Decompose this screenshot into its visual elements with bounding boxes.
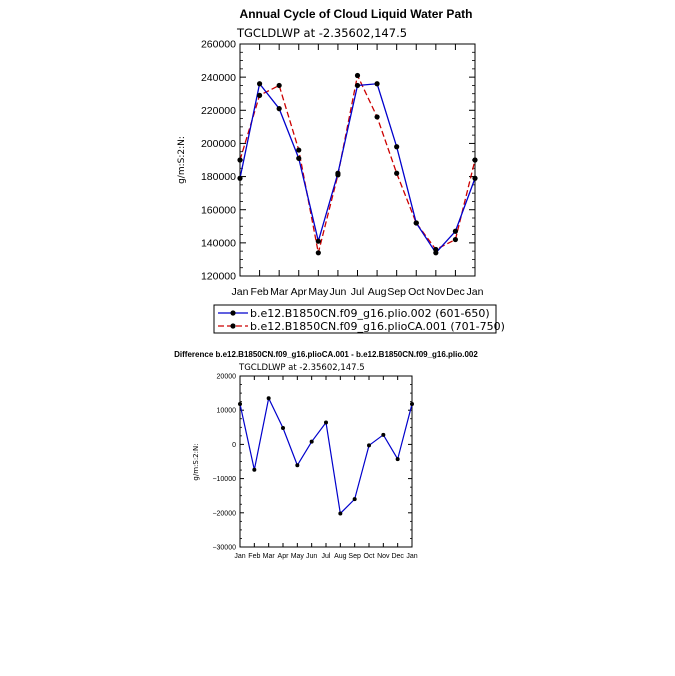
x-tick-label: Dec	[391, 553, 404, 560]
data-point	[354, 72, 361, 79]
data-point	[309, 439, 314, 444]
data-point	[394, 170, 400, 176]
x-tick-label: Jan	[234, 553, 245, 560]
x-tick-label: Sep	[387, 286, 406, 298]
data-point	[281, 425, 285, 430]
x-tick-label: Oct	[408, 286, 424, 298]
data-point	[324, 420, 328, 425]
chart2-title: Difference b.e12.B1850CN.f09_g16.plioCA.…	[174, 350, 478, 359]
data-point	[238, 402, 242, 407]
data-point	[296, 155, 302, 161]
x-tick-label: Jan	[467, 286, 484, 298]
x-tick-label: May	[291, 553, 305, 560]
data-point	[296, 147, 302, 153]
x-tick-label: Apr	[291, 286, 308, 298]
data-point	[252, 467, 257, 472]
data-point	[237, 157, 243, 163]
data-point	[295, 463, 300, 468]
chart2-plot-area: Jan Feb Mar Apr May Jun Jul Aug Sep Oct Nov Dec Jan−…	[212, 373, 417, 560]
y-tick-label: 0	[232, 442, 236, 449]
data-point	[374, 81, 380, 87]
chart2-subtitle: TGCLDLWP at -2.35602,147.5	[238, 363, 365, 373]
y-tick-label: 180000	[201, 171, 236, 183]
data-point	[367, 443, 371, 448]
legend-marker	[230, 323, 236, 329]
legend-label: b.e12.B1850CN.f09_g16.plioCA.001 (701-75…	[250, 320, 505, 333]
x-tick-label: Feb	[248, 553, 260, 560]
data-point	[237, 175, 243, 181]
data-point	[394, 144, 400, 150]
legend-label: b.e12.B1850CN.f09_g16.plio.002 (601-650)	[250, 307, 490, 320]
y-tick-label: 10000	[217, 408, 237, 415]
y-tick-label: −20000	[212, 510, 236, 517]
chart2-ylabel: g/m:S:2:N:	[192, 443, 200, 480]
chart1-subtitle: TGCLDLWP at -2.35602,147.5	[236, 26, 407, 40]
x-tick-label: Nov	[426, 286, 445, 298]
data-point	[433, 246, 439, 253]
plot-frame	[239, 375, 413, 548]
data-point	[395, 457, 400, 462]
series-line	[239, 396, 413, 515]
data-point	[354, 82, 361, 89]
x-tick-label: Sep	[348, 553, 361, 560]
data-point	[276, 82, 282, 89]
data-point	[338, 511, 343, 516]
x-tick-label: May	[308, 286, 329, 298]
data-point	[315, 238, 321, 244]
chart1-title: Annual Cycle of Cloud Liquid Water Path	[240, 7, 473, 21]
y-tick-label: 260000	[201, 39, 236, 51]
x-tick-label: Aug	[368, 286, 387, 298]
x-tick-label: Jul	[351, 286, 364, 298]
legend-box	[213, 304, 497, 334]
y-tick-label: 160000	[201, 204, 236, 216]
x-tick-label: Jan	[406, 553, 417, 560]
data-point	[452, 228, 459, 234]
x-tick-label: Aug	[334, 553, 347, 560]
y-tick-label: −30000	[212, 544, 236, 551]
y-tick-label: 20000	[217, 373, 237, 380]
data-point	[410, 402, 414, 407]
chart1-legend: b.e12.B1850CN.f09_g16.plio.002 (601-650)…	[213, 304, 505, 334]
chart1-plot-area: Jan Feb Mar Apr May Jun Jul Aug Sep Oct Nov Dec Jan1…	[201, 39, 484, 298]
y-tick-label: −10000	[212, 476, 236, 483]
x-tick-label: Mar	[263, 553, 276, 560]
series-line	[239, 73, 476, 253]
data-point	[352, 497, 357, 502]
series-line	[239, 82, 476, 254]
x-tick-label: Feb	[251, 286, 269, 298]
data-point	[266, 396, 271, 401]
data-point	[374, 114, 380, 120]
x-tick-label: Mar	[270, 286, 289, 298]
x-tick-label: Jun	[306, 553, 317, 560]
x-tick-label: Nov	[377, 553, 390, 560]
x-tick-label: Dec	[446, 286, 465, 298]
y-tick-label: 240000	[201, 72, 236, 84]
x-tick-label: Apr	[278, 553, 290, 560]
y-tick-label: 220000	[201, 105, 236, 117]
data-point	[413, 220, 419, 226]
x-tick-label: Jun	[329, 286, 346, 298]
data-point	[315, 250, 321, 256]
legend-marker	[230, 310, 236, 316]
x-tick-label: Jul	[322, 553, 331, 560]
y-tick-label: 140000	[201, 238, 236, 250]
y-tick-label: 200000	[201, 138, 236, 150]
plot-frame	[239, 43, 476, 277]
x-tick-label: Oct	[364, 553, 375, 560]
data-point	[256, 81, 263, 87]
data-point	[472, 157, 478, 163]
chart1-ylabel: g/m:S:2:N:	[177, 136, 187, 184]
data-point	[381, 432, 386, 437]
data-point	[472, 175, 478, 181]
y-tick-label: 120000	[201, 271, 236, 283]
data-point	[256, 92, 263, 98]
x-tick-label: Jan	[232, 286, 249, 298]
data-point	[276, 106, 282, 112]
data-point	[452, 236, 459, 243]
data-point	[335, 172, 341, 178]
